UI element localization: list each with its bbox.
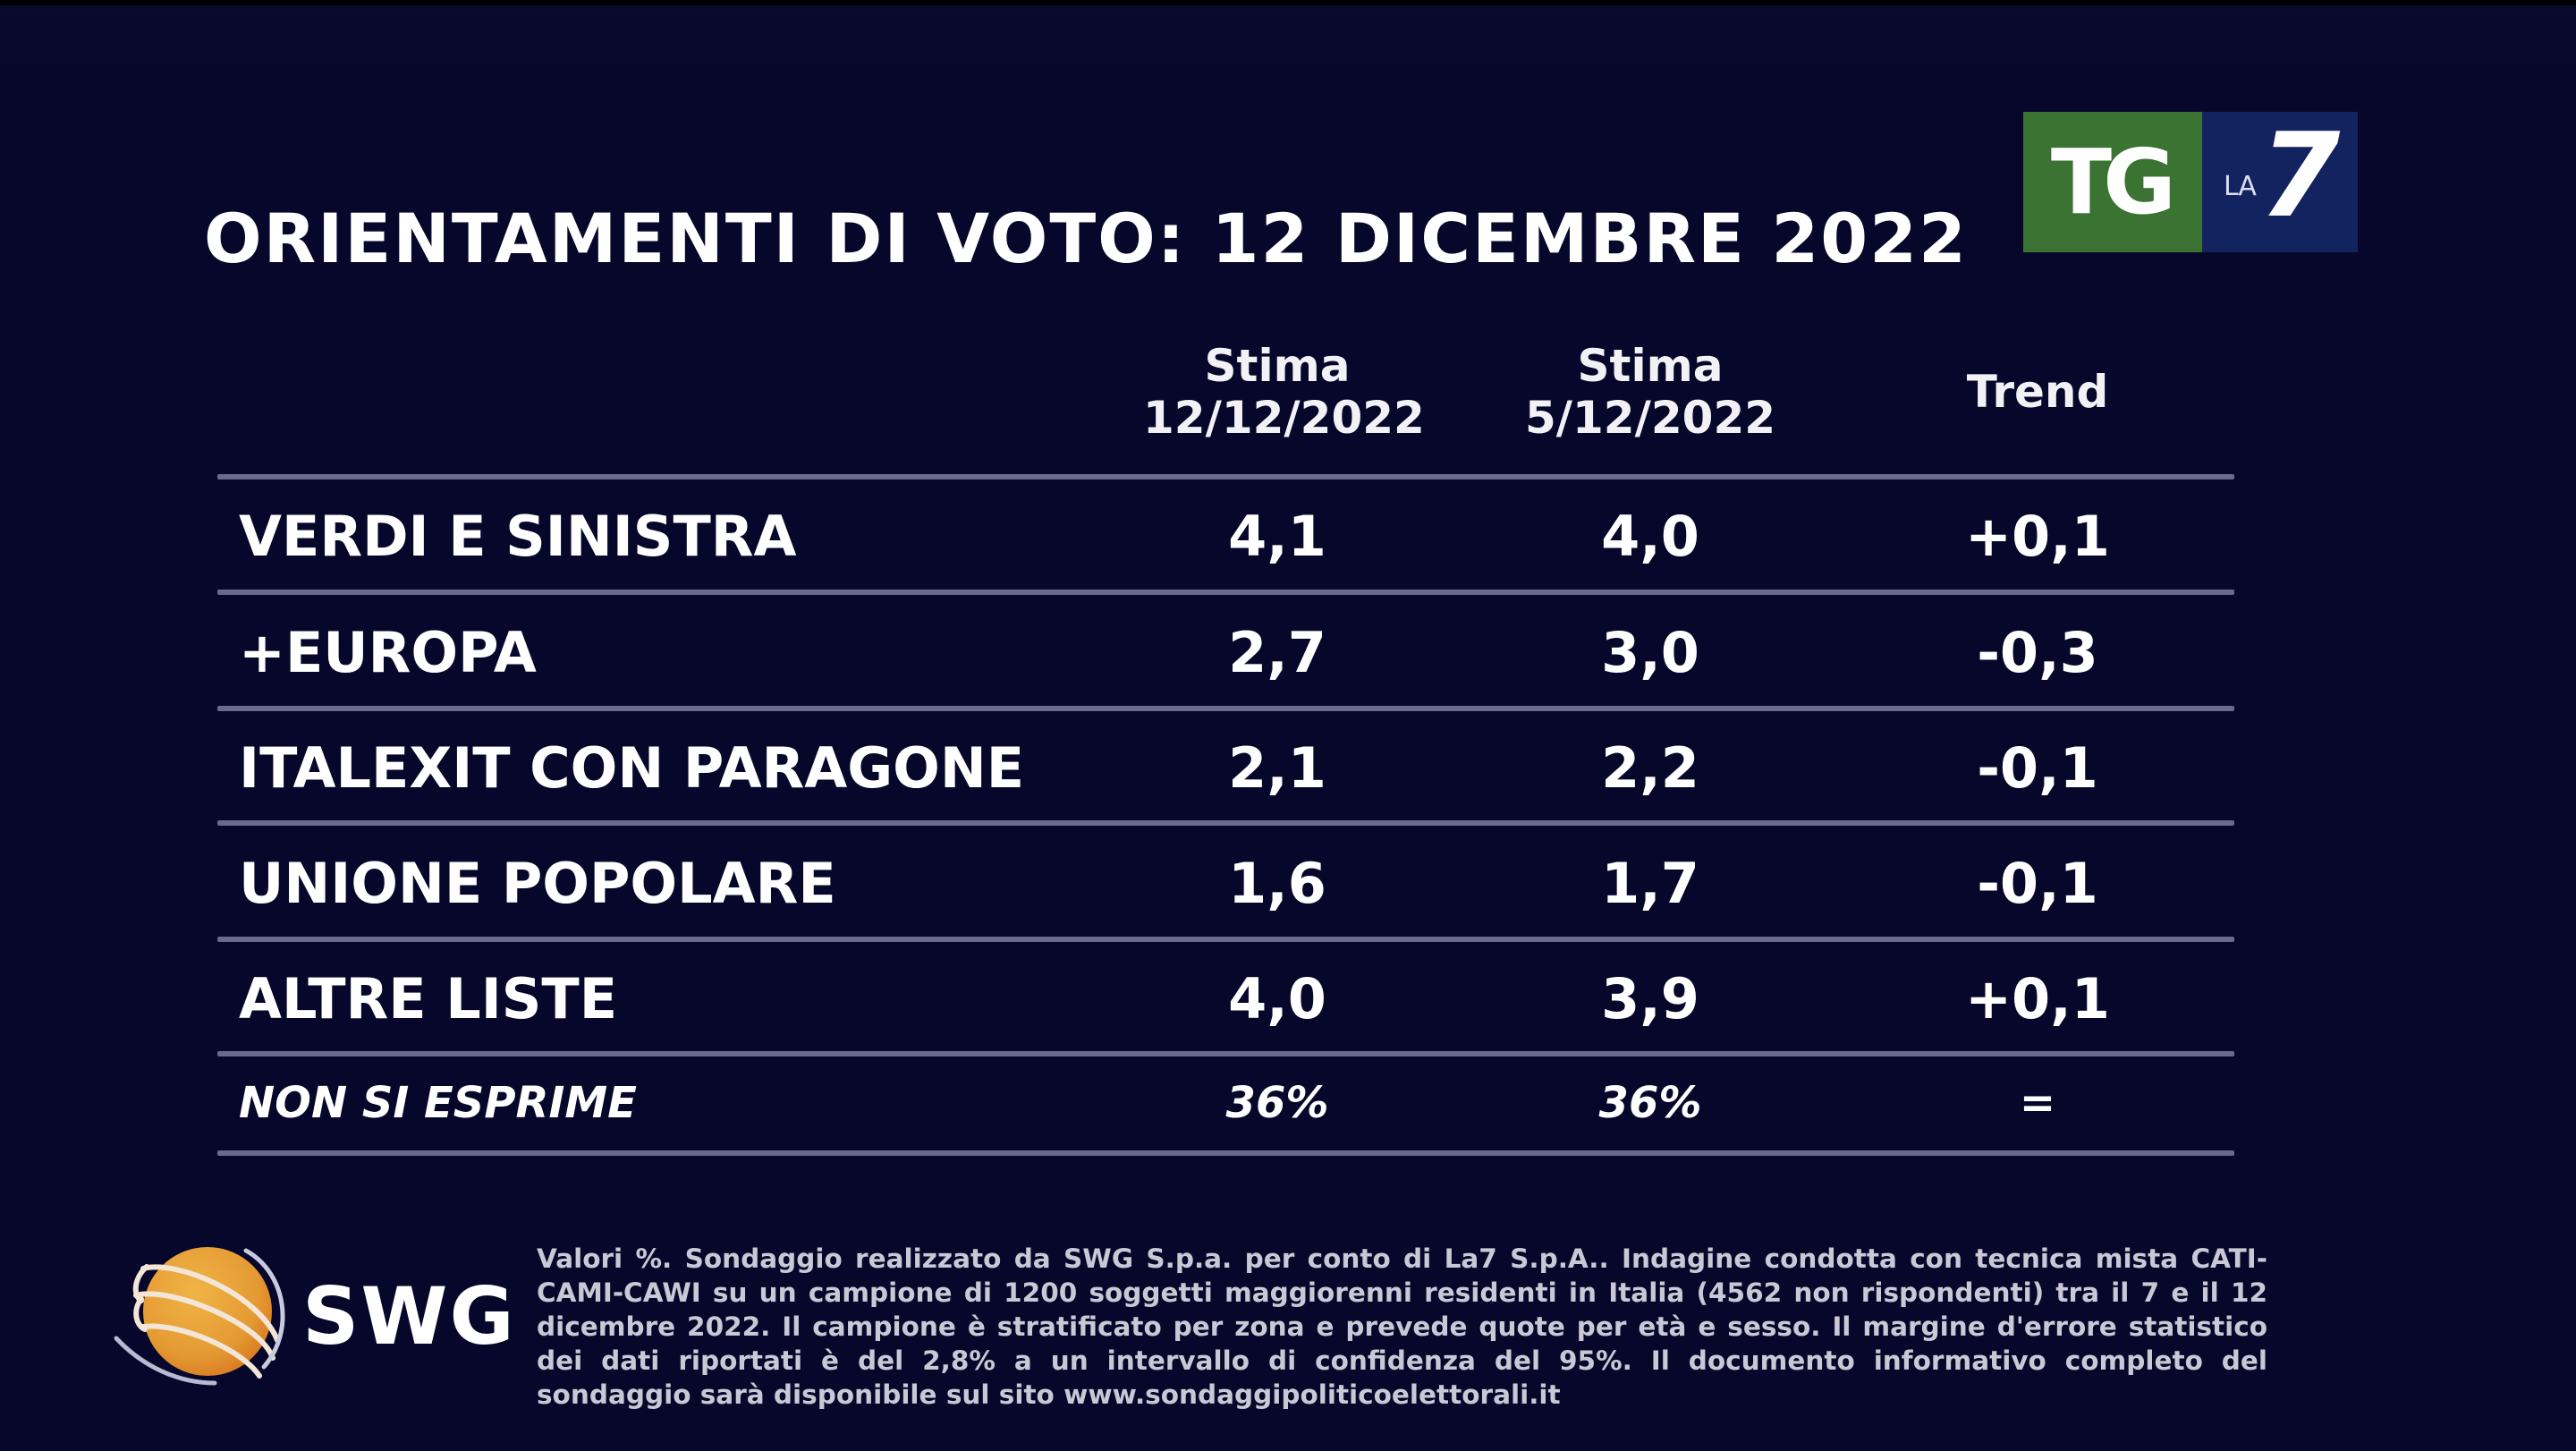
table-row: ALTRE LISTE 4,0 3,9 +0,1 [217,944,2234,1055]
current-estimate: 2,1 [1228,735,1326,801]
trend-value: -0,1 [1977,851,2098,916]
party-name: UNIONE POPOLARE [239,851,836,916]
tg-logo-text: TG [2050,129,2176,234]
methodology-footnote: Valori %. Sondaggio realizzato da SWG S.… [537,1243,2267,1410]
table-divider [217,1051,2234,1056]
swg-logo: SWG [107,1233,514,1389]
table-divider [217,474,2234,479]
column-header-line1: Stima [1577,340,1724,392]
table-divider [217,820,2234,826]
current-estimate: 4,0 [1228,966,1326,1031]
table-divider [217,1150,2234,1156]
table-row: VERDI E SINISTRA 4,1 4,0 +0,1 [217,481,2234,592]
previous-estimate: 1,7 [1601,851,1699,916]
current-estimate: 36% [1225,1078,1329,1128]
party-name: ALTRE LISTE [239,966,618,1031]
page-title: ORIENTAMENTI DI VOTO: 12 DICEMBRE 2022 [204,199,1968,278]
party-name: ITALEXIT CON PARAGONE [239,735,1025,801]
la7-logo-blue-block: LA 7 [2202,112,2358,252]
previous-estimate: 3,9 [1601,966,1699,1031]
previous-estimate: 36% [1598,1078,1702,1128]
column-header-line2: 5/12/2022 [1524,392,1776,444]
previous-estimate: 4,0 [1601,504,1699,569]
previous-estimate: 2,2 [1601,735,1699,801]
seven-logo-text: 7 [2259,107,2341,243]
table-divider [217,937,2234,942]
tg-la7-logo: TG LA 7 [2023,112,2358,252]
tg-logo-green-block: TG [2023,112,2202,252]
column-header-current: Stima 12/12/2022 [1143,340,1425,444]
column-header-line1: Stima [1204,340,1351,392]
table-divider [217,706,2234,711]
globe-icon [114,1247,285,1386]
current-estimate: 2,7 [1228,620,1326,685]
trend-value: +0,1 [1965,504,2110,569]
trend-value: -0,3 [1977,620,2098,685]
table-row: UNIONE POPOLARE 1,6 1,7 -0,1 [217,828,2234,939]
table-row: +EUROPA 2,7 3,0 -0,3 [217,598,2234,709]
la-logo-text: LA [2224,171,2257,202]
swg-logo-text: SWG [302,1270,516,1362]
table-divider [217,590,2234,595]
party-name: VERDI E SINISTRA [239,504,797,569]
current-estimate: 1,6 [1228,851,1326,916]
top-border [0,0,2576,5]
table-row: ITALEXIT CON PARAGONE 2,1 2,2 -0,1 [217,713,2234,824]
trend-value: +0,1 [1965,966,2110,1031]
current-estimate: 4,1 [1228,504,1326,569]
table-row-undecided: NON SI ESPRIME 36% 36% = [217,1054,2234,1152]
column-header-line1: Trend [1966,366,2109,418]
column-header-line2: 12/12/2022 [1143,392,1425,444]
party-name: NON SI ESPRIME [239,1078,637,1128]
party-name: +EUROPA [239,620,537,685]
trend-value: -0,1 [1977,735,2098,801]
previous-estimate: 3,0 [1601,620,1699,685]
column-header-trend: Trend [1903,366,2172,418]
column-header-previous: Stima 5/12/2022 [1516,340,1784,444]
trend-value: = [2019,1078,2056,1128]
